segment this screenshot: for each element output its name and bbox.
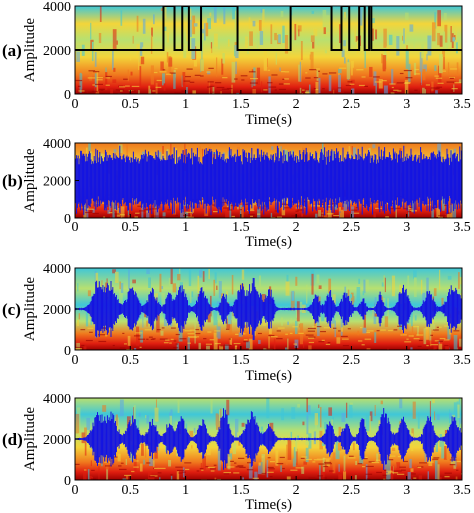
panel-label: (c) bbox=[2, 300, 21, 319]
y-tick-label: 2000 bbox=[43, 175, 71, 190]
x-tick-label: 2.5 bbox=[343, 353, 361, 368]
x-tick-label: 0 bbox=[72, 353, 79, 368]
x-tick-label: 0 bbox=[72, 97, 79, 112]
spectrogram-texture bbox=[76, 6, 462, 94]
y-tick-label: 2000 bbox=[43, 303, 71, 318]
y-tick-label: 2000 bbox=[43, 433, 71, 448]
plot-area-b bbox=[75, 143, 462, 218]
plot-area-c bbox=[75, 268, 462, 350]
x-tick-label: 3.5 bbox=[453, 353, 471, 368]
x-tick-label: 2.5 bbox=[343, 220, 361, 235]
x-tick-label: 1.5 bbox=[232, 483, 250, 498]
gate-outline bbox=[75, 6, 462, 51]
plot-area-a bbox=[75, 6, 462, 94]
x-tick-label: 1 bbox=[182, 97, 189, 112]
y-axis-label: Amplitude bbox=[22, 148, 38, 213]
x-tick-label: 1.5 bbox=[232, 97, 250, 112]
x-tick-label: 1 bbox=[182, 353, 189, 368]
panel-d: 0 0.5 1 1.5 2 2.5 3 3.5 0 2000 4000 Time(s) Amplitud… bbox=[2, 392, 471, 513]
x-tick-label: 0.5 bbox=[122, 220, 140, 235]
panel-label: (d) bbox=[2, 430, 23, 449]
y-tick-label: 0 bbox=[64, 88, 71, 103]
y-tick-label: 4000 bbox=[43, 392, 71, 407]
panel-label: (a) bbox=[2, 41, 22, 60]
x-tick-label: 0.5 bbox=[122, 353, 140, 368]
y-tick-label: 0 bbox=[64, 344, 71, 359]
y-tick-label: 0 bbox=[64, 212, 71, 227]
x-axis-label: Time(s) bbox=[245, 497, 292, 513]
x-tick-label: 1 bbox=[182, 220, 189, 235]
x-tick-label: 1.5 bbox=[232, 353, 250, 368]
harmonic-striations bbox=[75, 325, 460, 350]
y-axis-label: Amplitude bbox=[22, 407, 38, 472]
panel-c: 0 0.5 1 1.5 2 2.5 3 3.5 0 2000 4000 Time(s) Amplitud… bbox=[2, 262, 471, 384]
x-axis-label: Time(s) bbox=[245, 112, 292, 128]
x-tick-label: 3.5 bbox=[453, 220, 471, 235]
panel-a: 0 0.5 1 1.5 2 2.5 3 3.5 0 2000 4000 Time(s) Amplitud… bbox=[2, 0, 471, 128]
x-tick-label: 0 bbox=[72, 220, 79, 235]
x-tick-label: 0.5 bbox=[122, 97, 140, 112]
y-tick-label: 4000 bbox=[43, 137, 71, 152]
x-tick-label: 2 bbox=[293, 97, 300, 112]
panel-label: (b) bbox=[2, 172, 23, 191]
speech-waveform bbox=[75, 408, 462, 470]
x-tick-label: 1.5 bbox=[232, 220, 250, 235]
x-tick-label: 3 bbox=[403, 353, 410, 368]
panel-b: 0 0.5 1 1.5 2 2.5 3 3.5 0 2000 4000 Time(s) Amplitud… bbox=[2, 137, 471, 250]
y-axis-label: Amplitude bbox=[22, 277, 38, 342]
x-tick-label: 0 bbox=[72, 483, 79, 498]
x-tick-label: 1 bbox=[182, 483, 189, 498]
y-tick-label: 2000 bbox=[43, 44, 71, 59]
x-tick-label: 3 bbox=[403, 97, 410, 112]
y-tick-label: 4000 bbox=[43, 262, 71, 277]
plot-area-d bbox=[75, 398, 462, 480]
y-tick-label: 0 bbox=[64, 474, 71, 489]
x-tick-label: 2 bbox=[293, 353, 300, 368]
x-tick-label: 2.5 bbox=[343, 483, 361, 498]
speech-waveform bbox=[75, 277, 462, 341]
x-tick-label: 0.5 bbox=[122, 483, 140, 498]
y-axis-label: Amplitude bbox=[22, 18, 38, 83]
x-tick-label: 3.5 bbox=[453, 483, 471, 498]
x-axis-label: Time(s) bbox=[245, 234, 292, 250]
y-tick-label: 4000 bbox=[43, 0, 71, 15]
x-tick-label: 3 bbox=[403, 483, 410, 498]
x-tick-label: 2 bbox=[293, 220, 300, 235]
x-tick-label: 2 bbox=[293, 483, 300, 498]
x-tick-label: 3 bbox=[403, 220, 410, 235]
x-tick-label: 2.5 bbox=[343, 97, 361, 112]
x-axis-label: Time(s) bbox=[245, 368, 292, 384]
x-tick-label: 3.5 bbox=[453, 97, 471, 112]
noise-waveform bbox=[75, 145, 462, 216]
